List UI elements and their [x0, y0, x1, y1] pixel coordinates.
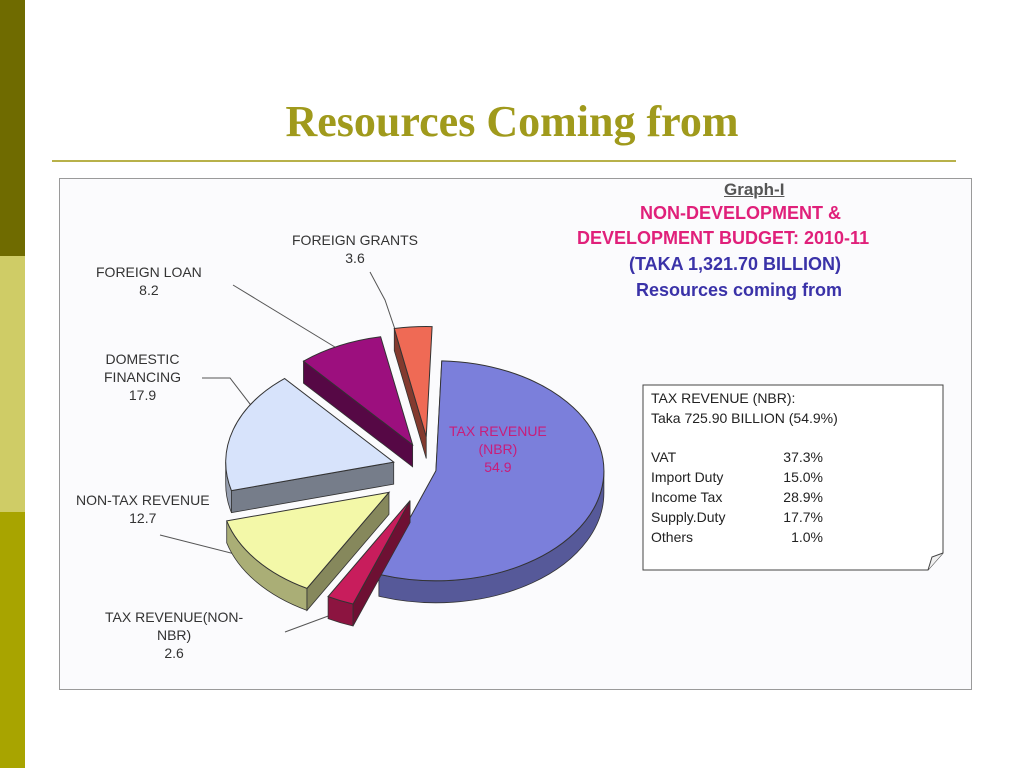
pie-slice-top [225, 377, 395, 492]
slice-name-line-1: DOMESTIC [105, 351, 180, 367]
pie-slices [225, 326, 605, 627]
pie-slice-top [327, 500, 411, 605]
pie-slice-foreign-grants [393, 326, 433, 459]
slice-value: 3.6 [345, 250, 365, 266]
pie-slice-top [302, 336, 414, 447]
slice-name-line-1: NON-TAX REVENUE [76, 492, 210, 508]
slice-label-tax-revenue-nbr: TAX REVENUE (NBR) 54.9 [449, 422, 547, 476]
side-bar-olive [0, 512, 25, 768]
pie-slice-top [393, 326, 433, 437]
slice-name-line-1: TAX REVENUE [449, 423, 547, 439]
pie-slice-top [226, 491, 391, 589]
slice-name-line-2: (NBR) [478, 441, 518, 457]
slice-label-foreign-grants: FOREIGN GRANTS 3.6 [292, 231, 418, 267]
slice-label-foreign-loan: FOREIGN LOAN 8.2 [96, 263, 202, 299]
pie-slice-non-tax-revenue [226, 491, 391, 612]
note-item-vat: VAT 37.3% [651, 447, 823, 467]
graph-title-line-3: (TAKA 1,321.70 BILLION) [629, 254, 842, 274]
note-item-value: 37.3% [783, 449, 823, 465]
note-item-income-tax: Income Tax 28.9% [651, 487, 823, 507]
pie-slice-domestic-financing [225, 377, 395, 514]
slice-value: 2.6 [164, 645, 184, 661]
side-bar-dark [0, 0, 25, 256]
graph-title-line-4: Resources coming from [636, 280, 843, 300]
slice-label-domestic-financing: DOMESTIC FINANCING 17.9 [104, 350, 181, 404]
pie-slice-tax-revenue-non-nbr [327, 500, 411, 627]
slice-label-non-tax-revenue: NON-TAX REVENUE 12.7 [76, 491, 210, 527]
note-item-name: Income Tax [651, 489, 723, 505]
note-item-import-duty: Import Duty 15.0% [651, 467, 823, 487]
pie-slice-foreign-loan [302, 336, 414, 468]
graph-title-line-2: DEVELOPMENT BUDGET: 2010-11 [577, 228, 870, 248]
slice-value: 17.9 [128, 387, 157, 403]
note-heading: TAX REVENUE (NBR): [651, 390, 796, 406]
slide-title: Resources Coming from [285, 97, 739, 146]
note-item-name: VAT [651, 449, 677, 465]
slice-value: 8.2 [139, 282, 159, 298]
side-bar-light [0, 256, 25, 512]
note-item-others: Others 1.0% [651, 527, 823, 547]
note-item-value: 17.7% [783, 509, 823, 525]
note-item-supply-duty: Supply.Duty 17.7% [651, 507, 823, 527]
note-item-value: 28.9% [783, 489, 823, 505]
pie-slice-tax-revenue-nbr [378, 360, 605, 604]
slice-name-line-2: NBR) [156, 627, 192, 643]
slice-name-line-1: FOREIGN GRANTS [292, 232, 419, 248]
note-item-name: Others [651, 529, 694, 545]
slice-name-line-1: TAX REVENUE(NON- [105, 609, 244, 625]
note-subheading: Taka 725.90 BILLION (54.9%) [651, 410, 838, 426]
pie-slice-top [378, 360, 605, 582]
leader-foreign-loan [232, 284, 349, 356]
note-box-curl [927, 552, 944, 571]
graph-id: Graph-I [724, 180, 785, 199]
note-item-value: 1.0% [791, 529, 823, 545]
slice-value: 54.9 [484, 459, 512, 475]
slice-value: 12.7 [129, 510, 157, 526]
note-item-name: Import Duty [651, 469, 724, 485]
title-underline [52, 160, 956, 162]
slice-label-tax-revenue-non-nbr: TAX REVENUE(NON- NBR) 2.6 [105, 608, 243, 662]
slice-name-line-1: FOREIGN LOAN [96, 264, 202, 280]
note-item-value: 15.0% [783, 469, 823, 485]
graph-title-line-1: NON-DEVELOPMENT & [640, 203, 842, 223]
slice-name-line-2: FINANCING [104, 369, 181, 385]
note-item-name: Supply.Duty [651, 509, 726, 525]
